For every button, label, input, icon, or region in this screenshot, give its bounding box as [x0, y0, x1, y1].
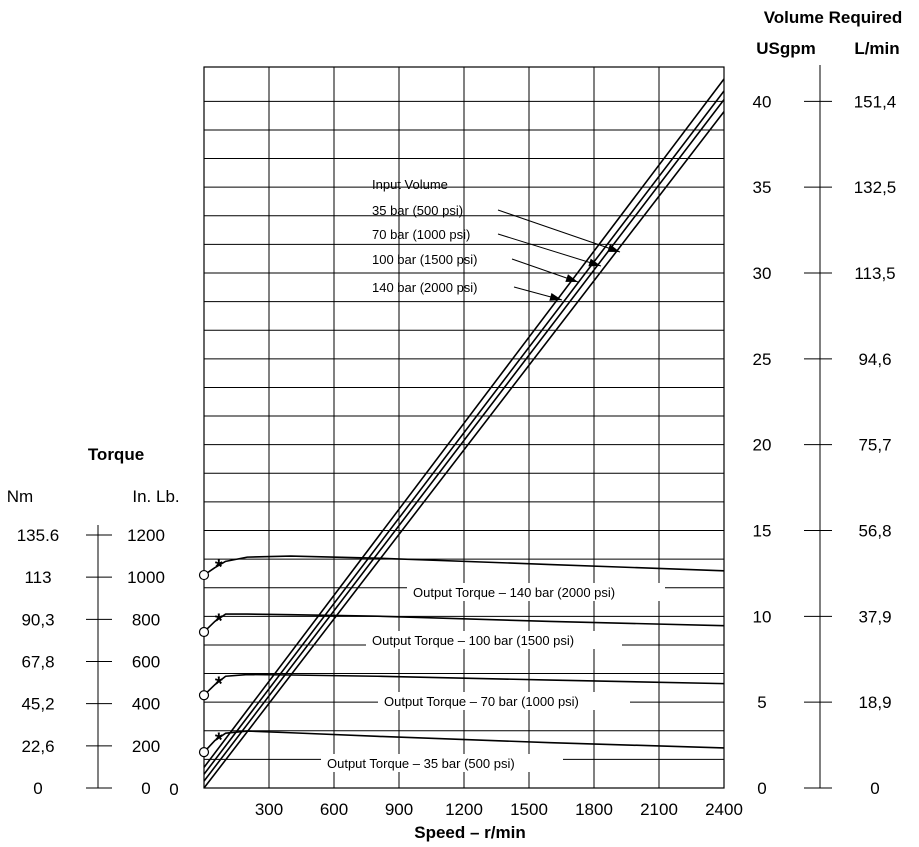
nm-tick-label: 67,8 — [21, 653, 54, 672]
inlb-tick-label: 200 — [132, 737, 160, 756]
lmin-tick-label: 75,7 — [858, 436, 891, 455]
volume-leader-arrowhead — [588, 258, 601, 267]
inlb-tick-label: 0 — [141, 779, 150, 798]
usgpm-tick-label: 10 — [753, 607, 772, 626]
torque-label-bg-100 — [366, 631, 622, 649]
usgpm-tick-label: 5 — [757, 693, 766, 712]
volume-leader-arrowhead — [549, 293, 562, 301]
volume-leader-line — [497, 209, 621, 253]
usgpm-unit-label: USgpm — [756, 39, 816, 58]
volume-label-100bar: 100 bar (1500 psi) — [372, 252, 478, 267]
torque-label-35bar: Output Torque – 35 bar (500 psi) — [327, 756, 515, 771]
inlb-tick-label: 1200 — [127, 526, 165, 545]
x-tick-label: 1200 — [445, 800, 483, 819]
lmin-unit-label: L/min — [854, 39, 899, 58]
x-tick-label: 2100 — [640, 800, 678, 819]
torque-curve — [203, 613, 725, 633]
x-axis-title: Speed – r/min — [414, 823, 525, 842]
usgpm-tick-label: 0 — [757, 779, 766, 798]
x-tick-label: 900 — [385, 800, 413, 819]
inlb-tick-label: 1000 — [127, 568, 165, 587]
usgpm-tick-label: 15 — [753, 522, 772, 541]
torque-label-70bar: Output Torque – 70 bar (1000 psi) — [384, 694, 579, 709]
inlb-tick-label: 600 — [132, 653, 160, 672]
lmin-tick-label: 18,9 — [858, 693, 891, 712]
left-axis-title: Torque — [88, 445, 144, 464]
x-tick-label: 2400 — [705, 800, 743, 819]
x-tick-label: 0 — [169, 780, 178, 799]
nm-unit-label: Nm — [7, 487, 33, 506]
nm-tick-label: 135.6 — [17, 526, 60, 545]
nm-tick-label: 45,2 — [21, 695, 54, 714]
x-tick-label: 1500 — [510, 800, 548, 819]
lmin-tick-label: 94,6 — [858, 350, 891, 369]
lmin-tick-label: 151,4 — [854, 92, 897, 111]
inlb-unit-label: In. Lb. — [132, 487, 179, 506]
grid — [203, 66, 725, 789]
torque-lines — [203, 555, 725, 753]
volume-label-70bar: 70 bar (1000 psi) — [372, 227, 470, 242]
usgpm-tick-label: 30 — [753, 264, 772, 283]
lmin-tick-label: 113,5 — [854, 264, 895, 283]
volume-leader-arrowhead — [607, 244, 620, 252]
lmin-tick-label: 37,9 — [858, 607, 891, 626]
nm-tick-label: 113 — [24, 568, 51, 587]
volume-line — [203, 90, 725, 775]
nm-tick-label: 22,6 — [21, 737, 54, 756]
torque-start-marker — [198, 747, 210, 758]
inlb-tick-label: 800 — [132, 610, 160, 629]
usgpm-tick-label: 20 — [753, 436, 772, 455]
lmin-tick-label: 56,8 — [858, 522, 891, 541]
volume-annotation-title: Input Volume — [372, 177, 448, 192]
torque-star-marker: * — [215, 557, 223, 579]
volume-label-35bar: 35 bar (500 psi) — [372, 203, 463, 218]
torque-curve — [203, 555, 725, 576]
torque-star-marker: * — [215, 610, 223, 632]
x-tick-label: 600 — [320, 800, 348, 819]
inlb-tick-label: 400 — [132, 695, 160, 714]
volume-leader-line — [497, 233, 602, 267]
lmin-tick-label: 0 — [870, 779, 879, 798]
torque-curve — [203, 730, 725, 753]
torque-star-marker: * — [215, 674, 223, 696]
torque-label-bg-140 — [407, 583, 665, 601]
right-axis-title: Volume Required — [764, 8, 903, 27]
volume-line — [203, 99, 725, 782]
usgpm-tick-label: 35 — [753, 178, 772, 197]
volume-label-140bar: 140 bar (2000 psi) — [372, 280, 478, 295]
torque-star-marker: * — [215, 730, 223, 752]
usgpm-tick-label: 25 — [753, 350, 772, 369]
torque-label-bg-70 — [378, 692, 630, 710]
lmin-tick-label: 132,5 — [854, 178, 897, 197]
nm-tick-label: 90,3 — [21, 610, 54, 629]
torque-start-marker — [198, 626, 210, 638]
volume-leader-arrowhead — [565, 274, 578, 282]
volume-line — [203, 78, 725, 768]
torque-curve — [203, 673, 725, 696]
torque-label-bg-35 — [321, 754, 563, 772]
x-tick-label: 300 — [255, 800, 283, 819]
x-tick-label: 1800 — [575, 800, 613, 819]
torque-start-marker — [198, 569, 210, 581]
torque-markers: * * * * — [198, 557, 223, 758]
torque-start-marker — [198, 690, 210, 701]
torque-label-140bar: Output Torque – 140 bar (2000 psi) — [413, 585, 615, 600]
usgpm-tick-label: 40 — [753, 92, 772, 111]
nm-tick-label: 0 — [33, 779, 42, 798]
torque-label-100bar: Output Torque – 100 bar (1500 psi) — [372, 633, 574, 648]
